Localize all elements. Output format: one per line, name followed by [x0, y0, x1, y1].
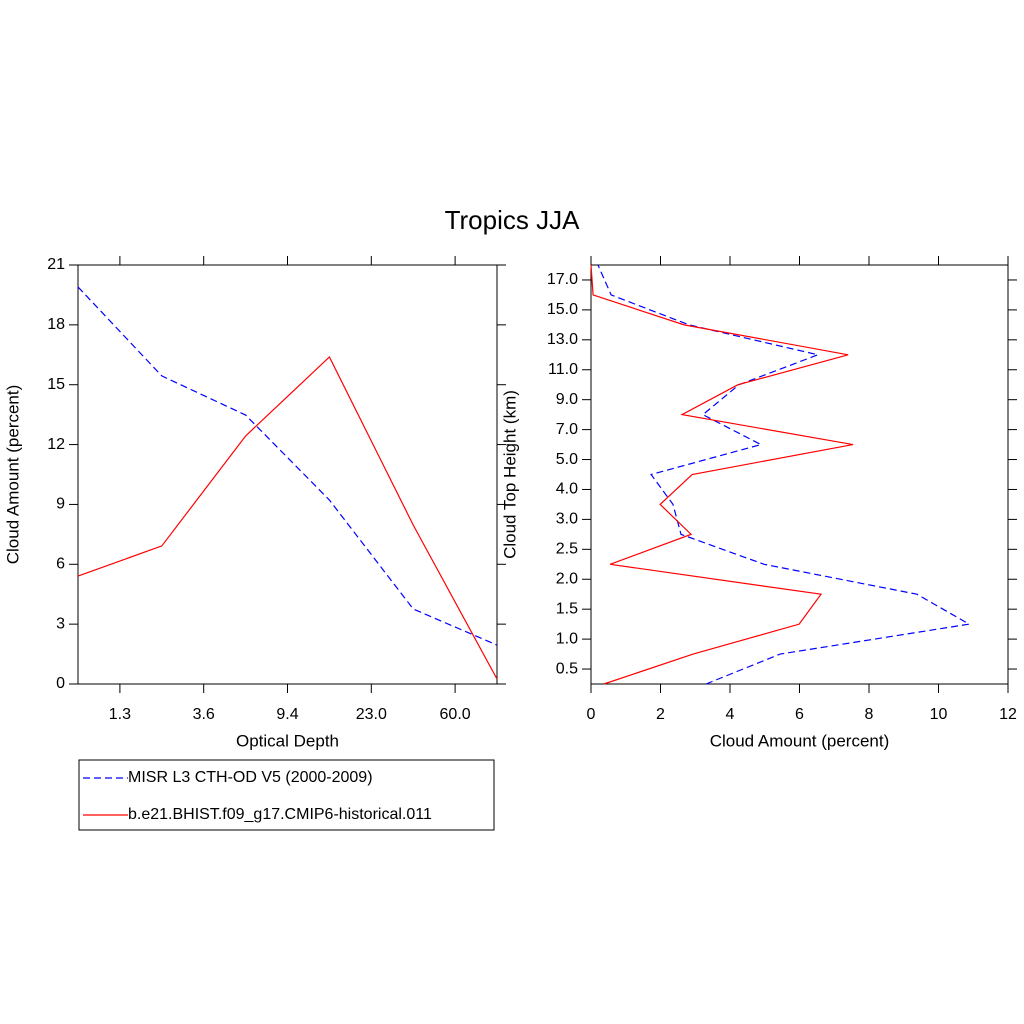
y-tick-label: 9	[56, 496, 65, 513]
y-tick-label: 13.0	[547, 331, 578, 348]
plot-frame	[590, 264, 1009, 685]
x-axis-label: Optical Depth	[236, 731, 339, 750]
x-tick-label: 0	[587, 706, 596, 723]
y-tick-label: 7.0	[556, 421, 578, 438]
y-tick-label: 1.5	[556, 600, 578, 617]
legend-box	[78, 759, 495, 831]
series-line	[77, 355, 498, 680]
x-tick-label: 12	[999, 706, 1017, 723]
legend-label: b.e21.BHIST.f09_g17.CMIP6-historical.011	[128, 806, 432, 823]
x-tick-label: 1.3	[109, 706, 131, 723]
y-tick-label: 9.0	[556, 391, 578, 408]
y-tick-label: 2.5	[556, 541, 578, 558]
y-tick-label: 18	[47, 316, 65, 333]
y-axis-label: Cloud Amount (percent)	[3, 385, 22, 565]
y-tick-label: 6	[56, 556, 65, 573]
y-tick-label: 17.0	[547, 271, 578, 288]
y-tick-label: 12	[47, 436, 65, 453]
x-axis-label: Cloud Amount (percent)	[710, 731, 890, 750]
x-tick-label: 2	[656, 706, 665, 723]
y-tick-label: 11.0	[548, 361, 578, 378]
y-tick-label: 2.0	[556, 570, 578, 587]
series-line	[597, 264, 971, 685]
series-line	[77, 286, 498, 646]
plot-frame	[77, 264, 498, 685]
y-axis-label: Cloud Top Height (km)	[500, 390, 519, 559]
y-tick-label: 1.0	[556, 630, 578, 647]
x-tick-label: 3.6	[193, 706, 215, 723]
x-tick-label: 4	[726, 706, 735, 723]
y-tick-label: 0.5	[556, 660, 578, 677]
y-tick-label: 5.0	[556, 451, 578, 468]
y-tick-label: 4.0	[556, 481, 578, 498]
y-tick-label: 15	[47, 376, 65, 393]
x-tick-label: 23.0	[356, 706, 387, 723]
x-tick-label: 60.0	[440, 706, 471, 723]
y-tick-label: 3	[56, 615, 65, 632]
y-tick-label: 3.0	[556, 511, 578, 528]
legend-label: MISR L3 CTH-OD V5 (2000-2009)	[128, 769, 373, 786]
y-tick-label: 15.0	[547, 301, 578, 318]
figure-title: Tropics JJA	[445, 205, 580, 235]
x-tick-label: 6	[795, 706, 804, 723]
y-tick-label: 0	[56, 675, 65, 692]
y-tick-label: 21	[47, 256, 65, 273]
series-line	[590, 264, 854, 685]
x-tick-label: 9.4	[276, 706, 298, 723]
x-tick-label: 8	[865, 706, 874, 723]
x-tick-label: 10	[930, 706, 948, 723]
